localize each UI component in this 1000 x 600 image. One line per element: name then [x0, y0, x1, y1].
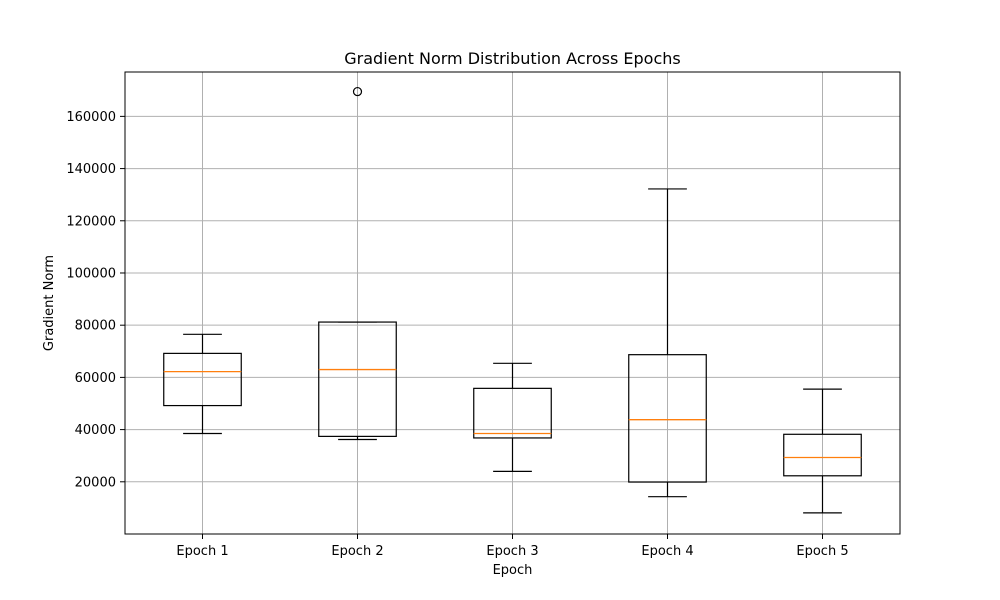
iqr-box: [473, 387, 552, 439]
box-layer: [163, 86, 862, 514]
y-tick-label: 80000: [75, 319, 116, 334]
box-group: [628, 188, 707, 498]
iqr-box: [783, 433, 862, 477]
y-axis-label: Gradient Norm: [42, 255, 57, 351]
y-tick-label: 120000: [66, 214, 116, 229]
iqr-box: [163, 352, 242, 407]
x-tick-label: Epoch 3: [486, 544, 538, 559]
chart-title: Gradient Norm Distribution Across Epochs: [344, 49, 680, 68]
y-tick-label: 20000: [75, 475, 116, 490]
y-tick-label: 140000: [66, 162, 116, 177]
tick-layer: 20000 40000 60000 80000 100000 120000 140000 16…: [66, 110, 848, 559]
iqr-box: [318, 321, 397, 437]
box-group: [783, 388, 862, 514]
x-tick-label: Epoch 1: [176, 544, 228, 559]
y-tick-label: 40000: [75, 423, 116, 438]
box-group: [318, 86, 397, 441]
box-group: [163, 333, 242, 435]
x-tick-label: Epoch 4: [641, 544, 693, 559]
outlier-point: [352, 86, 363, 97]
iqr-box: [628, 354, 707, 483]
y-tick-label: 100000: [66, 266, 116, 281]
box-group: [473, 362, 552, 472]
x-axis-label: Epoch: [493, 563, 533, 578]
y-tick-label: 60000: [75, 371, 116, 386]
x-tick-label: Epoch 2: [331, 544, 383, 559]
y-tick-label: 160000: [66, 110, 116, 125]
x-tick-label: Epoch 5: [796, 544, 848, 559]
